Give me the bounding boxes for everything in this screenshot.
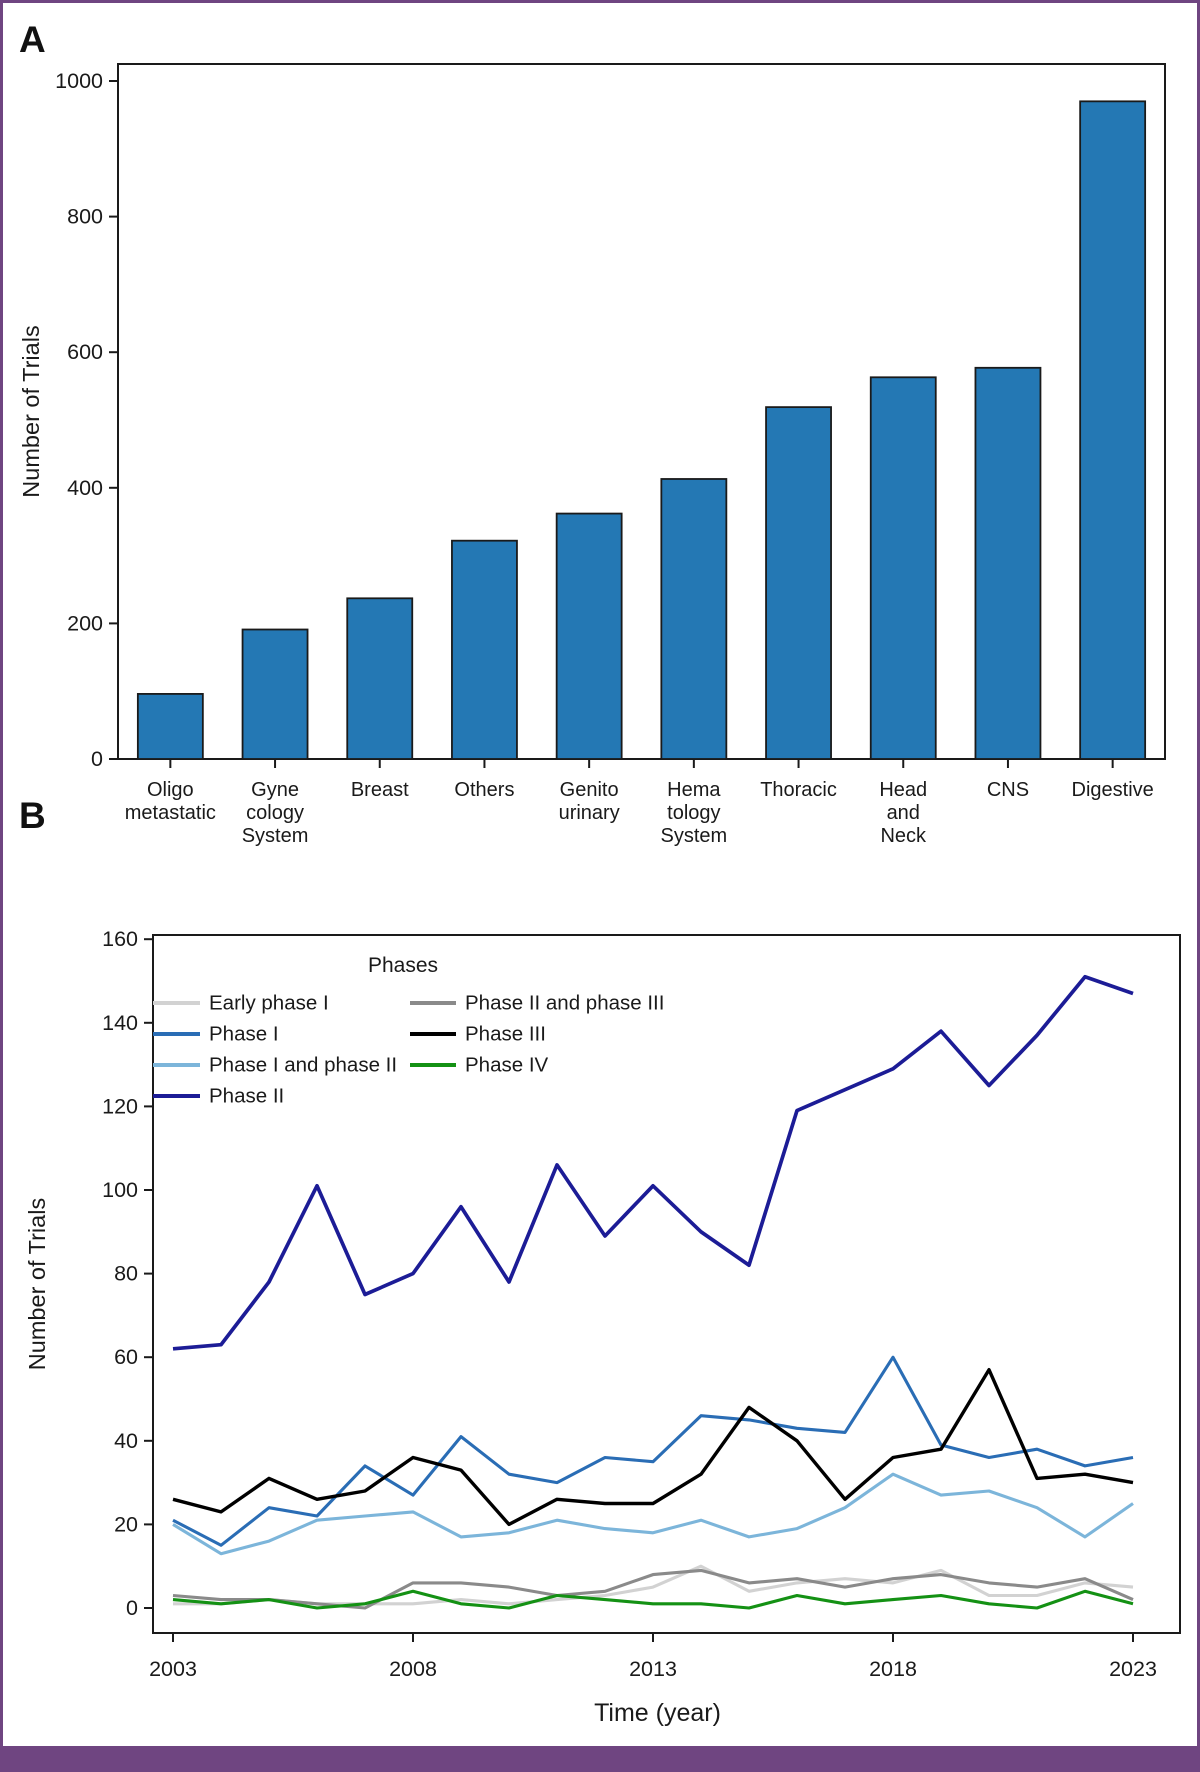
category-label: Gyne cology System (242, 779, 309, 847)
legend-label: Phase I (209, 1023, 279, 1046)
panel-a-axes-box (117, 63, 1166, 760)
y-tick-label: 160 (102, 927, 138, 951)
panel-b-axes-box (152, 934, 1181, 1634)
bar (765, 406, 832, 760)
legend-label: Early phase I (209, 992, 329, 1015)
x-tick-label: 2018 (869, 1657, 917, 1681)
panel-b-legend: Phases Early phase I Phase I Phase I and ph… (153, 954, 664, 1108)
panel-b-chart: 0 20 40 60 80 100 120 140 160 2003 2008 2013 2018 202… (24, 927, 1181, 1727)
panel-a-y-axis: 0 200 400 600 800 1000 (55, 69, 118, 771)
y-tick-label: 60 (114, 1345, 138, 1369)
panel-b-series (172, 974, 1134, 1610)
panel-b-x-axis-title: Time (year) (594, 1699, 721, 1727)
legend-label: Phase I and phase II (209, 1054, 397, 1077)
series-line-phase-iii (172, 1367, 1134, 1527)
y-tick-label: 0 (126, 1596, 138, 1620)
category-label: Oligo metastatic (125, 779, 216, 824)
series-line-phase-ii (172, 974, 1134, 1351)
panel-a-y-axis-title: Number of Trials (18, 325, 44, 497)
panel-b-x-axis: 2003 2008 2013 2018 2023 (149, 1633, 1157, 1681)
series-line-early-phase-i (173, 1564, 1134, 1606)
bar (241, 628, 309, 760)
category-label: Breast (351, 779, 409, 801)
y-tick-label: 200 (67, 611, 103, 635)
y-tick-label: 1000 (55, 69, 103, 93)
category-label: Digestive (1072, 779, 1154, 801)
y-tick-label: 40 (114, 1429, 138, 1453)
panel-a-bars (136, 100, 1147, 768)
x-tick-label: 2008 (389, 1657, 437, 1681)
y-tick-label: 400 (67, 476, 103, 500)
y-tick-label: 800 (67, 205, 103, 229)
category-label: Others (454, 779, 514, 801)
bar (451, 539, 518, 760)
legend-label: Phase III (465, 1023, 546, 1046)
bar (136, 693, 204, 760)
panel-a-label: A (19, 19, 46, 60)
x-tick-label: 2013 (629, 1657, 677, 1681)
x-tick-label: 2023 (1109, 1657, 1157, 1681)
x-tick-label: 2003 (149, 1657, 197, 1681)
legend-label: Phase II (209, 1085, 284, 1108)
series-line-phase-iv (172, 1589, 1134, 1610)
y-tick-label: 120 (102, 1094, 138, 1118)
panel-a-x-labels: Oligo metastatic Gyne cology System Breast Oth… (125, 779, 1154, 847)
legend-label: Phase II and phase III (465, 992, 664, 1015)
bar (346, 597, 414, 760)
bar (1079, 100, 1147, 760)
y-tick-label: 20 (114, 1512, 138, 1536)
category-label: CNS (987, 779, 1029, 801)
category-label: Head and Neck (879, 779, 927, 847)
y-tick-label: 100 (102, 1178, 138, 1202)
category-label: Genito urinary (559, 779, 620, 824)
panel-b-y-axis: 0 20 40 60 80 100 120 140 160 (102, 927, 153, 1620)
series-line-phase-i-and-phase-ii (172, 1472, 1134, 1556)
bar (660, 478, 728, 760)
y-tick-label: 600 (67, 340, 103, 364)
bar (974, 366, 1042, 760)
panel-b-label: B (19, 795, 46, 836)
bar (869, 376, 937, 760)
y-tick-label: 80 (114, 1262, 138, 1286)
series-line-phase-i (172, 1355, 1134, 1547)
panel-a-chart: 0 200 400 600 800 1000 Oligo metastatic Gyne colo… (18, 63, 1166, 847)
bar (555, 512, 623, 760)
category-label: Hema tology System (661, 779, 728, 847)
y-tick-label: 0 (91, 747, 103, 771)
legend-title: Phases (368, 954, 438, 977)
legend-label: Phase IV (465, 1054, 549, 1077)
panel-b-y-axis-title: Number of Trials (24, 1198, 50, 1370)
category-label: Thoracic (760, 779, 837, 801)
y-tick-label: 140 (102, 1011, 138, 1035)
